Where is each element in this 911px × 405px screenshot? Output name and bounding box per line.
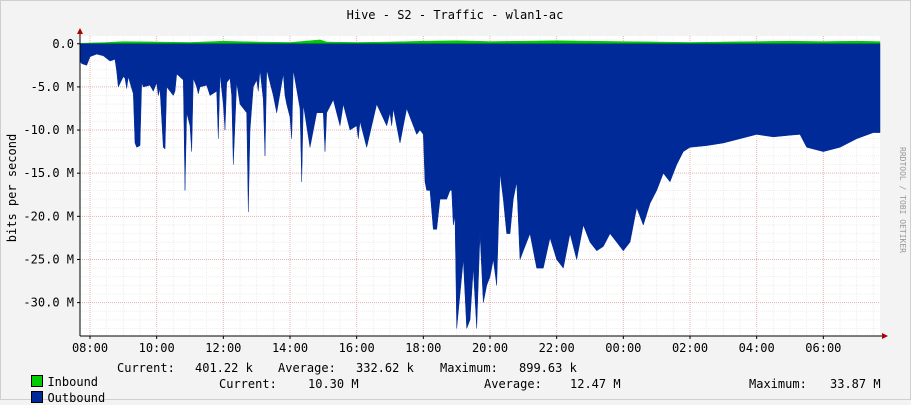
inbound-swatch	[31, 375, 44, 387]
series-layer	[79, 39, 881, 329]
y-tick-label: -30.0 M	[23, 296, 74, 310]
inbound-average-label: Average:	[278, 361, 336, 375]
series-inbound-area	[79, 39, 881, 45]
inbound-average: 332.62 k	[356, 361, 414, 375]
rrdtool-watermark: RRDTOOL / TOBI OETIKER	[898, 147, 907, 253]
outbound-maximum: 33.87 M	[830, 377, 881, 391]
outbound-average-label: Average:	[484, 377, 542, 391]
x-tick-label: 00:00	[605, 341, 641, 355]
x-tick-label: 04:00	[739, 341, 775, 355]
legend-outbound: Outbound	[17, 377, 105, 405]
outbound-average: 12.47 M	[570, 377, 621, 391]
legend-inbound: Inbound	[17, 361, 98, 389]
y-tick-label: -20.0 M	[23, 209, 74, 223]
x-tick-label: 22:00	[539, 341, 575, 355]
y-tick-label: -25.0 M	[23, 252, 74, 266]
x-tick-label: 06:00	[805, 341, 841, 355]
y-tick-label: -5.0 M	[31, 80, 74, 94]
x-tick-label: 12:00	[205, 341, 241, 355]
inbound-maximum-label: Maximum:	[440, 361, 498, 375]
outbound-label: Outbound	[47, 391, 106, 405]
x-tick-label: 14:00	[272, 341, 308, 355]
x-tick-label: 10:00	[139, 341, 175, 355]
inbound-current: 401.22 k	[195, 361, 253, 375]
outbound-swatch	[31, 391, 44, 403]
x-tick-label: 18:00	[405, 341, 441, 355]
inbound-maximum: 899.63 k	[519, 361, 577, 375]
x-tick-label: 02:00	[672, 341, 708, 355]
x-ticks: 08:00 10:00 12:00 14:00 16:00 18:00 20:00 22:00…	[72, 336, 841, 355]
y-ticks: 0.0 -5.0 M -10.0 M -15.0 M -20.0 M -25.0 M -30…	[23, 37, 80, 310]
series-outbound-area	[79, 43, 881, 329]
y-tick-label: -10.0 M	[23, 123, 74, 137]
inbound-label: Inbound	[47, 375, 99, 389]
outbound-current: 10.30 M	[308, 377, 359, 391]
x-tick-label: 20:00	[472, 341, 508, 355]
y-tick-label: -15.0 M	[23, 166, 74, 180]
outbound-current-label: Current:	[219, 377, 277, 391]
chart-title: Hive - S2 - Traffic - wlan1-ac	[347, 8, 564, 22]
y-axis-arrow	[77, 28, 83, 34]
inbound-current-label: Current:	[117, 361, 175, 375]
plot-area: 0.0 -5.0 M -10.0 M -15.0 M -20.0 M -25.0 M -30…	[23, 28, 888, 355]
x-axis-arrow	[882, 333, 888, 339]
axes	[77, 28, 888, 339]
x-tick-label: 08:00	[72, 341, 108, 355]
x-tick-label: 16:00	[339, 341, 375, 355]
y-tick-label: 0.0	[52, 37, 74, 51]
outbound-maximum-label: Maximum:	[749, 377, 807, 391]
y-axis-label: bits per second	[5, 134, 19, 242]
